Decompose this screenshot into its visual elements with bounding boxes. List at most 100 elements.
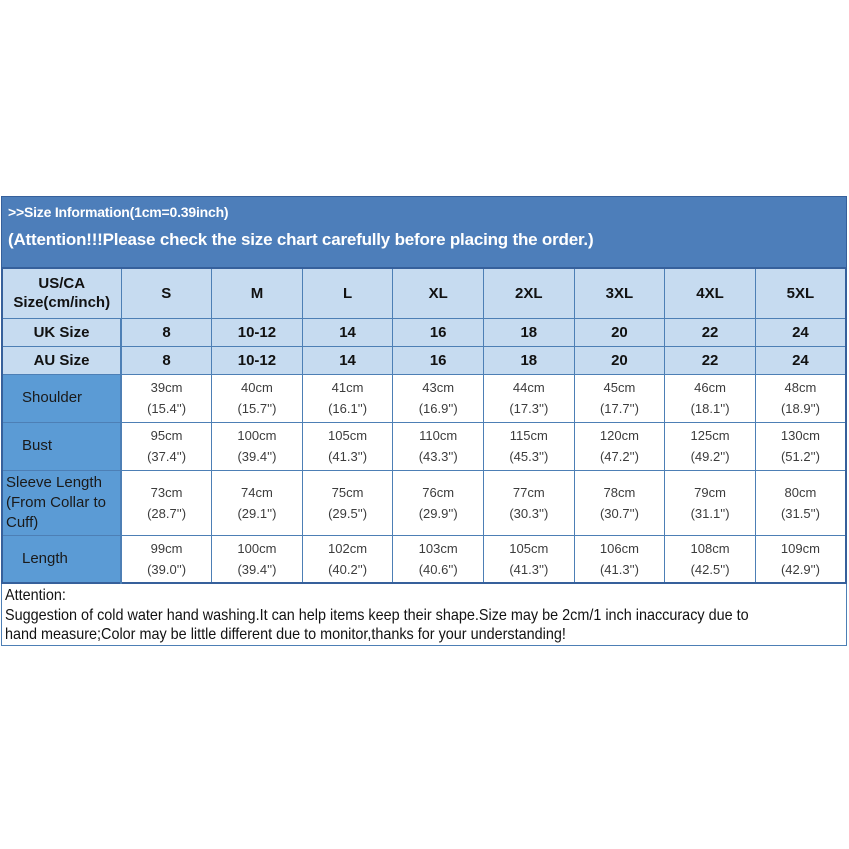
value-cm: 108cm <box>690 540 730 556</box>
value-cm: 105cm <box>328 428 368 443</box>
value-cm: 75cm <box>331 484 364 500</box>
shoulder-value: 40cm (15.7'') <box>211 373 303 423</box>
attention-text-line2: hand measure;Color may be little differe… <box>5 626 566 643</box>
uk-size-value: 22 <box>664 317 756 347</box>
table-row-shoulder: Shoulder 39cm (15.4'') 40cm (15.7'') 41cm (… <box>1 373 847 423</box>
shoulder-value: 46cm (18.1'') <box>664 373 756 423</box>
size-column-header: S <box>120 267 213 319</box>
table-row-uk-size: UK Size 8 10-12 14 16 18 20 22 24 <box>1 317 847 347</box>
value-inch: (43.3'') <box>418 449 458 464</box>
value-inch: (29.9'') <box>418 505 458 521</box>
value-inch: (41.3'') <box>328 449 368 464</box>
shoulder-row-label: Shoulder <box>1 373 122 423</box>
shoulder-value: 39cm (15.4'') <box>120 373 213 423</box>
bust-value: 130cm (51.2'') <box>754 421 847 471</box>
size-column-header: 3XL <box>573 267 666 319</box>
value-inch: (41.3'') <box>599 561 639 577</box>
bust-value: 110cm (43.3'') <box>392 421 484 471</box>
value-inch: (51.2'') <box>780 449 820 464</box>
value-cm: 100cm <box>237 428 277 443</box>
sleeve-length-value: 78cm (30.7'') <box>573 469 666 536</box>
value-cm: 46cm <box>694 380 726 395</box>
length-value: 105cm (41.3'') <box>483 534 575 584</box>
value-inch: (41.3'') <box>509 561 549 577</box>
value-cm: 80cm <box>784 484 817 500</box>
banner-size-info-title: >>Size Information(1cm=0.39inch) <box>8 204 229 220</box>
value-cm: 99cm <box>150 540 183 556</box>
value-inch: (30.3'') <box>509 505 549 521</box>
value-inch: (31.5'') <box>780 505 820 521</box>
au-size-value: 24 <box>754 345 847 375</box>
size-chart-sheet: >>Size Information(1cm=0.39inch) (Attent… <box>1 196 847 646</box>
length-value: 99cm (39.0'') <box>120 534 213 584</box>
uk-size-value: 8 <box>120 317 213 347</box>
value-inch: (18.9'') <box>780 401 820 416</box>
uk-size-value: 10-12 <box>211 317 303 347</box>
value-inch: (17.3'') <box>509 401 549 416</box>
value-cm: 73cm <box>150 484 183 500</box>
banner-attention-note: (Attention!!!Please check the size chart… <box>8 230 594 249</box>
value-cm: 43cm <box>422 380 455 395</box>
value-inch: (15.4'') <box>147 401 187 416</box>
value-inch: (31.1'') <box>690 505 730 521</box>
value-cm: 45cm <box>603 380 636 395</box>
bust-value: 115cm (45.3'') <box>483 421 575 471</box>
table-row-au-size: AU Size 8 10-12 14 16 18 20 22 24 <box>1 345 847 375</box>
size-column-header: L <box>301 267 394 319</box>
value-inch: (29.1'') <box>237 505 277 521</box>
corner-header-line2: Size(cm/inch) <box>13 294 111 312</box>
value-cm: 39cm <box>150 380 183 395</box>
value-cm: 110cm <box>419 428 458 443</box>
bust-value: 125cm (49.2'') <box>664 421 756 471</box>
value-cm: 106cm <box>599 540 639 556</box>
sleeve-length-row-label: Sleeve Length (From Collar to Cuff) <box>1 469 122 536</box>
value-cm: 115cm <box>509 428 548 443</box>
value-cm: 102cm <box>328 540 368 556</box>
au-size-label: AU Size <box>1 345 122 375</box>
au-size-value: 18 <box>483 345 575 375</box>
value-cm: 78cm <box>603 484 636 500</box>
value-inch: (17.7'') <box>599 401 639 416</box>
value-inch: (45.3'') <box>509 449 549 464</box>
value-inch: (29.5'') <box>328 505 368 521</box>
value-cm: 77cm <box>512 484 545 500</box>
value-inch: (15.7'') <box>237 401 277 416</box>
washing-attention-note: Attention: Suggestion of cold water hand… <box>1 584 847 646</box>
value-cm: 125cm <box>690 428 730 443</box>
size-column-header: XL <box>392 267 484 319</box>
uk-size-label: UK Size <box>1 317 122 347</box>
uk-size-value: 18 <box>483 317 575 347</box>
sleeve-length-value: 74cm (29.1'') <box>211 469 303 536</box>
table-row-length: Length 99cm (39.0'') 100cm (39.4'') 102cm (… <box>1 534 847 584</box>
attention-text-line1: Suggestion of cold water hand washing.It… <box>5 606 749 624</box>
info-banner: >>Size Information(1cm=0.39inch) (Attent… <box>1 196 847 267</box>
value-cm: 130cm <box>780 428 820 443</box>
sleeve-length-value: 76cm (29.9'') <box>392 469 484 536</box>
length-value: 102cm (40.2'') <box>301 534 394 584</box>
uk-size-value: 16 <box>392 317 484 347</box>
length-value: 109cm (42.9'') <box>754 534 847 584</box>
value-cm: 44cm <box>512 380 545 395</box>
value-inch: (42.5'') <box>690 561 730 577</box>
table-row-bust: Bust 95cm (37.4'') 100cm (39.4'') 105cm (41… <box>1 421 847 471</box>
value-cm: 41cm <box>331 380 364 395</box>
value-inch: (40.2'') <box>328 561 368 577</box>
corner-header-cell: US/CA Size(cm/inch) <box>1 267 122 319</box>
au-size-value: 10-12 <box>211 345 303 375</box>
value-inch: (16.1'') <box>328 401 368 416</box>
size-column-header: 5XL <box>754 267 847 319</box>
size-column-header: 4XL <box>664 267 756 319</box>
au-size-value: 16 <box>392 345 484 375</box>
au-size-value: 8 <box>120 345 213 375</box>
size-table: US/CA Size(cm/inch) S M L XL 2XL 3XL 4XL… <box>1 267 847 584</box>
value-inch: (47.2'') <box>599 449 639 464</box>
sleeve-length-value: 77cm (30.3'') <box>483 469 575 536</box>
table-row-sleeve-length: Sleeve Length (From Collar to Cuff) 73cm… <box>1 469 847 536</box>
sleeve-length-value: 80cm (31.5'') <box>754 469 847 536</box>
uk-size-value: 24 <box>754 317 847 347</box>
table-row-size-header: US/CA Size(cm/inch) S M L XL 2XL 3XL 4XL… <box>1 267 847 319</box>
au-size-value: 22 <box>664 345 756 375</box>
shoulder-value: 48cm (18.9'') <box>754 373 847 423</box>
au-size-value: 14 <box>301 345 394 375</box>
